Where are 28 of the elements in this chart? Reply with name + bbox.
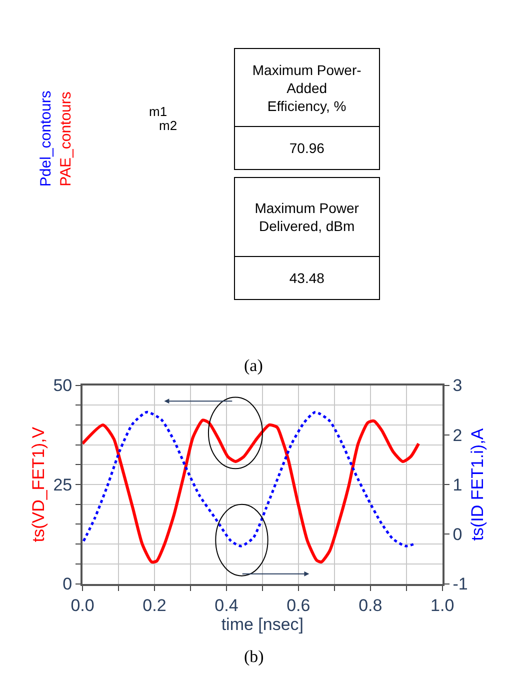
x-tick-label: 0.4 xyxy=(214,596,238,616)
line-series xyxy=(82,418,420,564)
y2-tick-label: -1 xyxy=(452,574,468,594)
y2-tick-label: 3 xyxy=(452,376,462,396)
text: Maximum Power Delivered, dBm xyxy=(254,200,360,234)
y-tick-label: 50 xyxy=(53,376,72,396)
text: (a) xyxy=(244,356,263,375)
x-tick-label: 0.6 xyxy=(286,596,310,616)
x-tick-label: 0.0 xyxy=(70,596,94,616)
x-tick-label: 0.2 xyxy=(142,596,166,616)
text: PAE_contours xyxy=(58,92,75,186)
y-tick-label: 25 xyxy=(53,475,72,494)
y2-tick-label: 1 xyxy=(452,475,462,494)
text: Pdel_contours xyxy=(38,90,55,187)
x-axis-title: time [nsec] xyxy=(221,615,304,634)
text: Maximum Power-Added Efficiency, % xyxy=(252,62,362,114)
text: 70.96 xyxy=(289,140,325,156)
y2-tick-label: 0 xyxy=(452,525,462,544)
x-tick-label: 0.8 xyxy=(358,596,382,616)
text: (b) xyxy=(244,647,264,666)
text: m2 xyxy=(159,118,178,133)
y2-tick-label: 2 xyxy=(452,426,462,445)
y-axis-title: ts(VD_FET1),V xyxy=(29,426,48,542)
x-tick-label: 1.0 xyxy=(430,596,454,616)
text: 43.48 xyxy=(289,270,325,286)
y-tick-label: 0 xyxy=(62,574,72,594)
y2-axis-title: ts(ID FET1.i),A xyxy=(468,428,487,541)
text: m1 xyxy=(149,104,168,119)
